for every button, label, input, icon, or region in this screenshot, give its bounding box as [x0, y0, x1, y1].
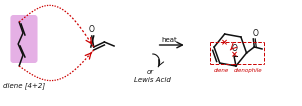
Text: diene: diene: [214, 68, 229, 73]
Text: or: or: [146, 69, 153, 75]
Text: Lewis Acid: Lewis Acid: [134, 77, 171, 83]
Text: ×: ×: [221, 38, 228, 47]
FancyBboxPatch shape: [10, 15, 37, 63]
Text: diene [4+2]: diene [4+2]: [3, 83, 45, 89]
Text: heat: heat: [161, 37, 177, 43]
Text: dienophile: dienophile: [234, 68, 262, 73]
Text: O: O: [232, 45, 238, 53]
Text: ×: ×: [231, 50, 238, 59]
Text: O: O: [252, 29, 258, 38]
Text: O: O: [89, 26, 95, 34]
